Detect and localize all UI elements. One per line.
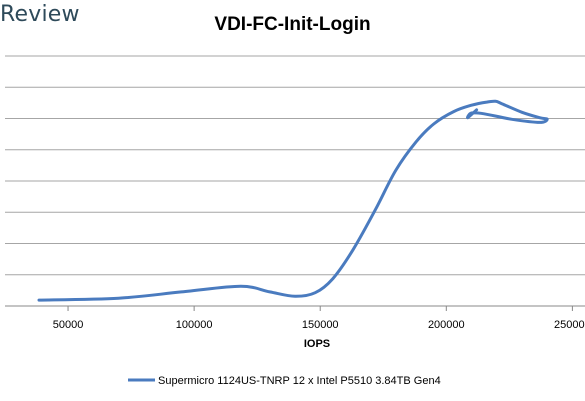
chart-title: VDI-FC-Init-Login — [214, 14, 371, 35]
x-tick-label: 150000 — [302, 319, 339, 331]
x-tick-label: 200000 — [428, 319, 465, 331]
plot-area — [37, 99, 549, 302]
x-tick-label: 250000 — [554, 319, 585, 331]
legend: Supermicro 1124US-TNRP 12 x Intel P5510 … — [128, 375, 441, 387]
gridlines — [5, 55, 585, 307]
series-line — [37, 99, 549, 302]
x-axis: 50000 100000 150000 200000 250000 — [53, 306, 585, 331]
brand-logo-text: Review — [0, 2, 80, 27]
x-axis-label: IOPS — [304, 338, 330, 350]
x-tick-label: 100000 — [176, 319, 213, 331]
x-tick-label: 50000 — [53, 319, 84, 331]
legend-label: Supermicro 1124US-TNRP 12 x Intel P5510 … — [158, 375, 441, 387]
